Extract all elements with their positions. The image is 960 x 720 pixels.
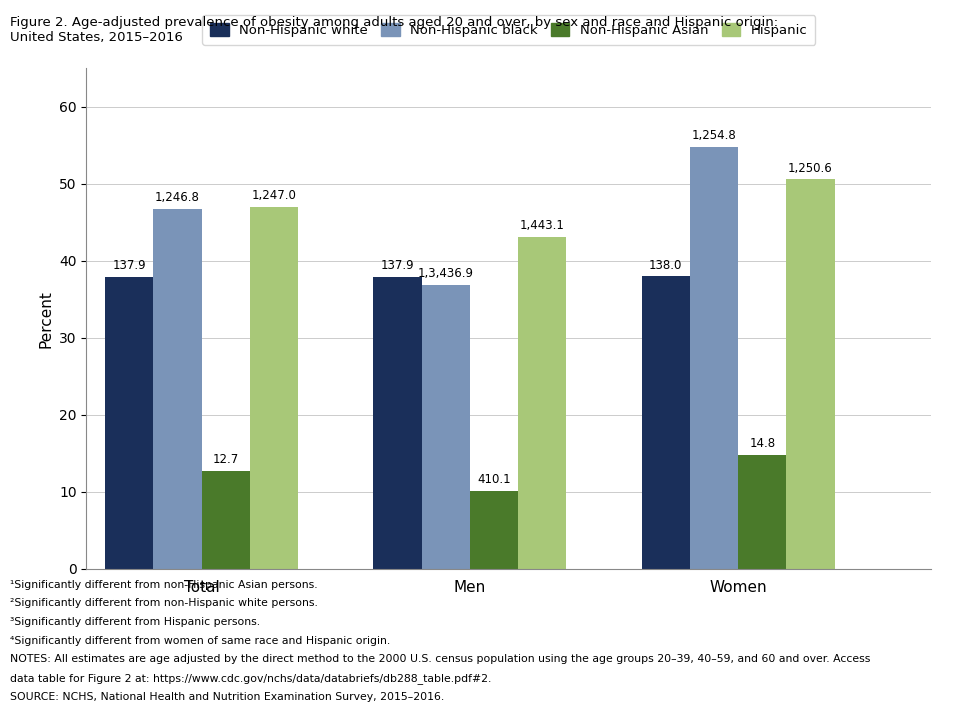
Bar [738,455,786,569]
Y-axis label: Percent: Percent [38,289,54,348]
Bar [373,277,421,569]
Bar [518,237,566,569]
Text: United States, 2015–2016: United States, 2015–2016 [10,31,182,44]
Legend: Non-Hispanic white, Non-Hispanic black, Non-Hispanic Asian, Hispanic: Non-Hispanic white, Non-Hispanic black, … [203,15,815,45]
Text: 1,3,436.9: 1,3,436.9 [418,267,474,280]
Text: 1,250.6: 1,250.6 [788,161,833,175]
Text: 137.9: 137.9 [381,259,415,272]
Text: ⁴Significantly different from women of same race and Hispanic origin.: ⁴Significantly different from women of s… [10,636,390,646]
Text: 138.0: 138.0 [649,258,683,271]
Text: 1,246.8: 1,246.8 [156,191,200,204]
Bar [154,209,202,569]
Bar [469,491,518,569]
Text: NOTES: All estimates are age adjusted by the direct method to the 2000 U.S. cens: NOTES: All estimates are age adjusted by… [10,654,870,665]
Text: SOURCE: NCHS, National Health and Nutrition Examination Survey, 2015–2016.: SOURCE: NCHS, National Health and Nutrit… [10,692,444,702]
Bar [786,179,834,569]
Bar [106,277,154,569]
Text: 1,443.1: 1,443.1 [520,220,564,233]
Text: ³Significantly different from Hispanic persons.: ³Significantly different from Hispanic p… [10,617,260,627]
Bar [641,276,690,569]
Text: 410.1: 410.1 [477,474,511,487]
Text: 12.7: 12.7 [213,454,239,467]
Text: ²Significantly different from non-Hispanic white persons.: ²Significantly different from non-Hispan… [10,598,318,608]
Text: 14.8: 14.8 [749,437,776,450]
Text: 1,254.8: 1,254.8 [691,130,736,143]
Bar [250,207,299,569]
Text: 1,247.0: 1,247.0 [252,189,297,202]
Bar [690,147,738,569]
Text: data table for Figure 2 at: https://www.cdc.gov/nchs/data/databriefs/db288_table: data table for Figure 2 at: https://www.… [10,673,491,684]
Bar [421,284,469,569]
Bar [202,471,250,569]
Text: ¹Significantly different from non-Hispanic Asian persons.: ¹Significantly different from non-Hispan… [10,580,317,590]
Text: 137.9: 137.9 [112,259,146,272]
Text: Figure 2. Age-adjusted prevalence of obesity among adults aged 20 and over, by s: Figure 2. Age-adjusted prevalence of obe… [10,16,778,29]
